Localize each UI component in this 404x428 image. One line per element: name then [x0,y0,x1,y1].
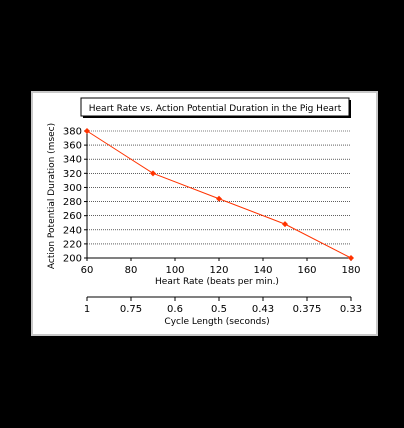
chart-panel [31,91,378,336]
data-point [216,195,222,202]
secondary-tick-label: 0.43 [252,304,274,315]
x-tick-label: 100 [165,265,184,276]
x-tick-label: 140 [253,265,272,276]
secondary-tick-label: 0.33 [340,304,362,315]
x-tick-label: 160 [297,265,316,276]
data-point [282,221,288,228]
secondary-tick-label: 0.75 [120,304,142,315]
x-tick-label: 120 [209,265,228,276]
data-point [348,255,354,261]
y-tick-label: 300 [63,183,82,194]
y-tick-label: 220 [63,239,82,250]
series-heart-rate-apd [84,128,354,261]
y-axis-title: Action Potential Duration (msec) [47,123,57,269]
x-tick-label: 80 [125,265,138,276]
y-tick-label: 240 [63,225,82,236]
y-tick-label: 280 [63,197,82,208]
chart-title-box: Heart Rate vs. Action Potential Duration… [80,97,351,118]
data-point [150,170,156,177]
data-point [84,128,90,134]
secondary-tick-label: 1 [84,304,90,315]
secondary-axis-title: Cycle Length (seconds) [164,317,269,327]
y-tick-label: 200 [63,254,82,265]
chart-title: Heart Rate vs. Action Potential Duration… [89,104,342,114]
x-axis-title: Heart Rate (beats per min.) [155,277,279,287]
y-tick-label: 360 [63,141,82,152]
y-tick-label: 320 [63,169,82,180]
secondary-tick-label: 0.6 [167,304,183,315]
axes: 200 220 240 260 280 300 320 340 360 380 60 80 100 120… [63,127,361,277]
x-tick-label: 180 [341,265,360,276]
secondary-tick-label: 0.375 [293,304,322,315]
y-tick-label: 260 [63,211,82,222]
secondary-axis: 1 0.75 0.6 0.5 0.43 0.375 0.33 [84,296,362,315]
y-tick-label: 340 [63,155,82,166]
secondary-tick-label: 0.5 [211,304,227,315]
x-tick-label: 60 [81,265,94,276]
y-tick-label: 380 [63,127,82,138]
